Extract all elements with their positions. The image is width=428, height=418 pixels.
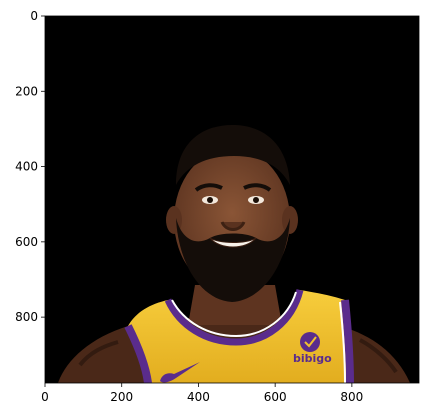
- right-ear: [282, 206, 298, 234]
- sponsor-logo-text: bibigo: [293, 352, 332, 365]
- jersey-armhole-right-white: [339, 301, 346, 383]
- jersey-collar-white: [171, 291, 297, 338]
- x-tick-label: 200: [110, 390, 133, 404]
- jersey-armhole-left: [124, 324, 152, 383]
- y-tick-label: 0: [30, 9, 38, 23]
- left-eyebrow: [194, 183, 223, 192]
- right-pupil: [253, 197, 259, 203]
- sponsor-patch: bibigo: [293, 332, 332, 365]
- x-tick-label: 600: [264, 390, 287, 404]
- nose: [220, 221, 246, 231]
- smile: [209, 237, 257, 248]
- beard: [176, 218, 290, 302]
- swoosh-logo: [160, 362, 200, 383]
- y-tick-label: 600: [15, 235, 38, 249]
- tattoo-right: [359, 338, 398, 374]
- tattoo-left: [78, 340, 119, 367]
- x-tick-label: 0: [41, 390, 49, 404]
- y-axis: 0 200 400 600 800: [15, 9, 45, 324]
- left-pupil: [207, 197, 213, 203]
- right-eyebrow: [243, 183, 272, 192]
- x-tick-label: 800: [340, 390, 363, 404]
- jersey: [128, 290, 350, 383]
- jersey-collar-trim: [164, 289, 304, 346]
- hair: [176, 124, 290, 185]
- y-tick-label: 400: [15, 160, 38, 174]
- x-tick-label: 400: [187, 390, 210, 404]
- x-axis: 0 200 400 600 800: [41, 383, 363, 404]
- y-tick-label: 200: [15, 84, 38, 98]
- photo-area: bibigo: [45, 16, 419, 383]
- y-tick-label: 800: [15, 310, 38, 324]
- axes-frame: [44, 15, 420, 384]
- jersey-armhole-right: [341, 299, 354, 383]
